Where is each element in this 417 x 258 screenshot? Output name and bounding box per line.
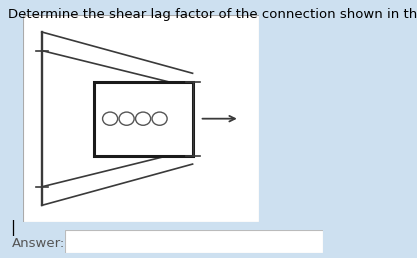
Text: |: | [10,220,15,236]
Text: Answer:: Answer: [12,237,65,250]
Circle shape [136,112,151,125]
Bar [93,82,193,156]
Circle shape [119,112,134,125]
Circle shape [103,112,118,125]
Circle shape [152,112,167,125]
Text: Determine the shear lag factor of the connection shown in the figure.: Determine the shear lag factor of the co… [8,8,417,21]
